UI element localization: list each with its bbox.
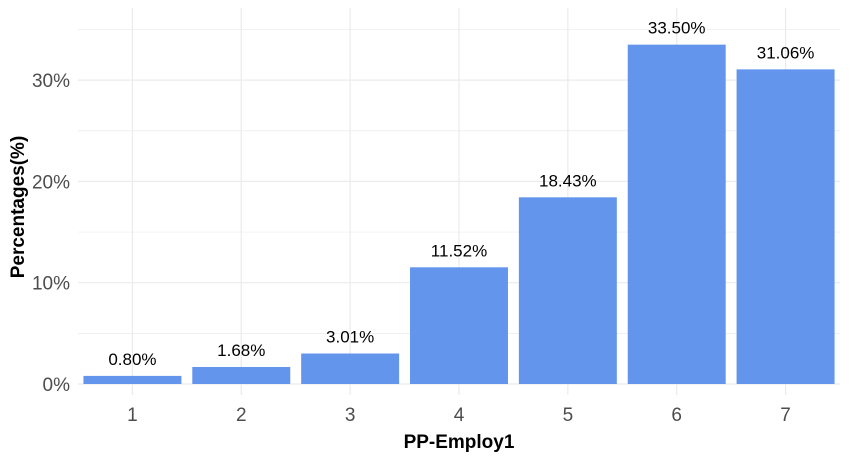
y-axis-title: Percentages(%) <box>8 136 29 279</box>
data-label-2: 1.68% <box>217 341 265 360</box>
y-tick-label: 20% <box>32 172 70 193</box>
bar-5 <box>518 197 617 384</box>
y-tick-label: 30% <box>32 71 70 92</box>
data-label-7: 31.06% <box>757 43 815 62</box>
x-tick-label-6: 6 <box>671 405 682 426</box>
x-tick-label-2: 2 <box>236 405 247 426</box>
data-labels: 0.80% 1.68% 3.01% 11.52% 18.43% 33.50% 31.06% <box>108 19 814 369</box>
data-label-4: 11.52% <box>431 241 487 260</box>
x-tick-label-4: 4 <box>454 405 465 426</box>
y-tick-label: 10% <box>32 274 70 295</box>
data-label-5: 18.43% <box>539 171 597 190</box>
bar-6 <box>627 44 726 385</box>
x-axis-title: PP-Employ1 <box>404 432 515 453</box>
bar-4 <box>410 267 508 384</box>
x-tick-label-7: 7 <box>780 405 791 426</box>
data-label-6: 33.50% <box>648 19 706 38</box>
x-tick-label-3: 3 <box>345 405 356 426</box>
bars <box>83 44 835 385</box>
bar-3 <box>301 353 400 384</box>
y-axis-ticks: 0% 10% 20% 30% <box>32 71 70 396</box>
data-label-3: 3.01% <box>326 328 374 347</box>
bar-2 <box>192 366 291 384</box>
x-tick-label-1: 1 <box>127 405 138 426</box>
x-axis-ticks: 1 2 3 4 5 6 7 <box>127 405 791 426</box>
bar-1 <box>83 375 182 384</box>
bar-7 <box>736 69 835 385</box>
data-label-1: 0.80% <box>108 350 156 369</box>
y-tick-label: 0% <box>43 375 71 396</box>
x-tick-label-5: 5 <box>563 405 574 426</box>
